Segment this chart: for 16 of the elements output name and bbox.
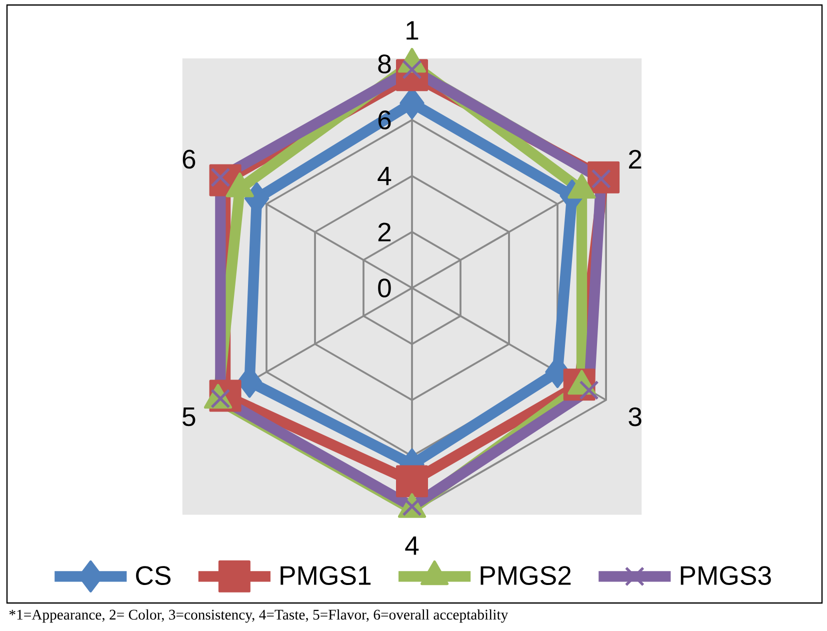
spoke-label: 5 <box>182 408 196 426</box>
text: *1=Appearance, 2= Color, 3=consistency, 4=Taste, 5=Flavor, 6=overall acceptability <box>9 609 508 623</box>
y-tick-label: 8 <box>378 54 391 74</box>
legend-label: PMGS3 <box>680 566 771 585</box>
legend-label: PMGS2 <box>480 566 571 585</box>
y-tick-label: 2 <box>378 222 391 242</box>
y-tick-label: 6 <box>378 110 391 130</box>
spoke-label: 1 <box>406 21 418 40</box>
y-tick-label: 4 <box>378 166 392 186</box>
legend-label: CS <box>136 566 171 585</box>
spoke-label: 2 <box>629 150 642 168</box>
y-tick-label: 0 <box>378 278 391 298</box>
spoke-label: 6 <box>182 150 196 169</box>
spoke-label: 4 <box>405 536 419 555</box>
spoke-label: 3 <box>628 407 642 426</box>
legend-label: PMGS1 <box>280 566 371 585</box>
